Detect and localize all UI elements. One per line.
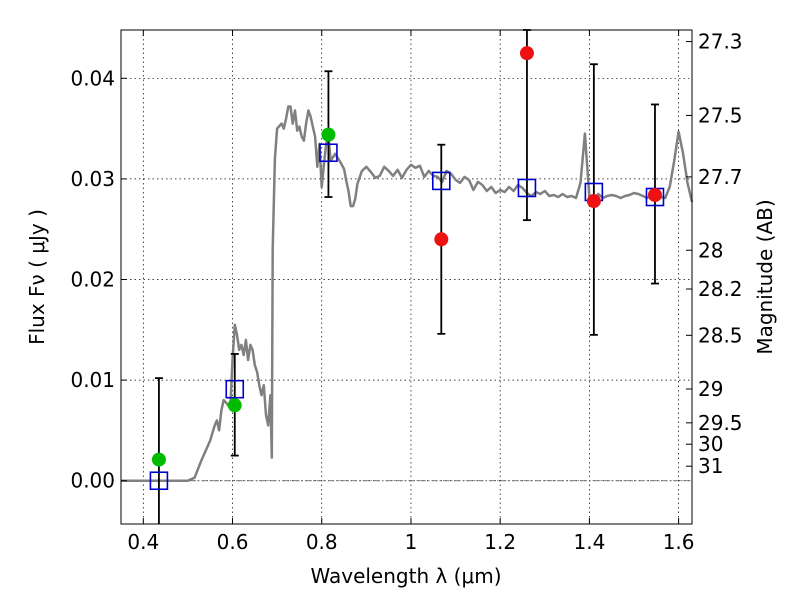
y-axis-label: Flux Fν ( μJy ) <box>25 209 49 345</box>
x-ticks: 0.4 0.6 0.8 1 1.2 1.4 1.6 <box>127 30 695 554</box>
y-tick-label: 0.01 <box>70 368 115 392</box>
detection-point <box>321 127 336 142</box>
markers <box>149 46 665 491</box>
nondetection-point <box>434 232 449 247</box>
errorbars <box>154 29 659 524</box>
x-tick-label: 1.4 <box>573 530 605 554</box>
model-photometry-square <box>225 379 245 399</box>
nondetection-point <box>586 194 601 209</box>
model-photometry-square <box>517 178 537 198</box>
x-tick-label: 0.6 <box>217 530 249 554</box>
plot-frame <box>120 29 693 525</box>
magnitude-tick-label: 27.3 <box>698 30 743 54</box>
magnitude-tick-label: 31 <box>698 454 723 478</box>
x-tick-label: 1.2 <box>484 530 516 554</box>
nondetection-point <box>519 46 534 61</box>
magnitude-tick-label: 30 <box>698 432 723 456</box>
x-tick-label: 0.8 <box>306 530 338 554</box>
magnitude-tick-label: 27.7 <box>698 165 743 189</box>
detection-point <box>227 398 242 413</box>
y-ticks: 0.00 0.01 0.02 0.03 0.04 <box>70 66 127 493</box>
magnitude-tick-label: 28.2 <box>698 277 743 301</box>
y-tick-label: 0.00 <box>70 469 115 493</box>
y-tick-label: 0.03 <box>70 167 115 191</box>
model-photometry-square <box>319 143 338 163</box>
y-tick-label: 0.04 <box>70 66 115 90</box>
model-photometry-square <box>431 171 451 191</box>
spectrum-line <box>121 105 694 482</box>
x-axis-label: Wavelength λ (μm) <box>310 564 501 588</box>
spectrum <box>121 105 694 482</box>
magnitude-tick-label: 29 <box>698 377 723 401</box>
magnitude-tick-label: 29.5 <box>698 411 743 435</box>
detection-point <box>151 452 166 467</box>
x-tick-label: 0.4 <box>127 530 159 554</box>
x-tick-label: 1 <box>405 530 418 554</box>
y-tick-label: 0.02 <box>70 268 115 292</box>
x-tick-label: 1.6 <box>663 530 695 554</box>
magnitude-tick-label: 27.5 <box>698 103 743 127</box>
model-photometry-square <box>149 471 169 491</box>
right-axis-label: Magnitude (AB) <box>753 199 777 354</box>
magnitude-tick-label: 28.5 <box>698 323 743 347</box>
magnitude-tick-label: 28 <box>698 238 723 262</box>
nondetection-point <box>647 188 662 203</box>
